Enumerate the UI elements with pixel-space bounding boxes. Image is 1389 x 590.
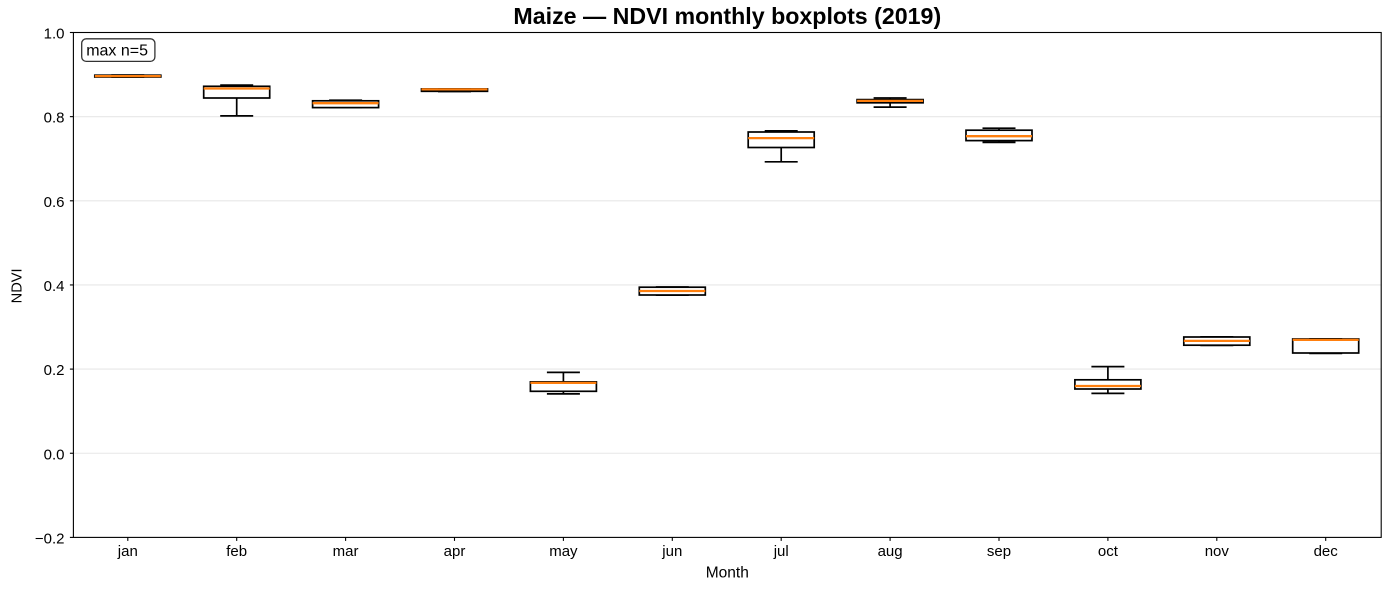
svg-text:Maize — NDVI monthly boxplots: Maize — NDVI monthly boxplots (2019) xyxy=(513,3,941,29)
svg-text:0.8: 0.8 xyxy=(44,110,65,127)
svg-text:jul: jul xyxy=(773,543,789,560)
svg-text:1.0: 1.0 xyxy=(44,26,65,43)
svg-text:nov: nov xyxy=(1205,543,1230,560)
svg-text:0.2: 0.2 xyxy=(44,362,65,379)
svg-text:jan: jan xyxy=(117,543,138,560)
svg-text:feb: feb xyxy=(226,543,247,560)
svg-text:aug: aug xyxy=(878,543,903,560)
svg-text:Month: Month xyxy=(706,565,749,582)
svg-text:0.0: 0.0 xyxy=(44,446,65,463)
svg-text:NDVI: NDVI xyxy=(9,268,25,303)
svg-text:may: may xyxy=(549,543,578,560)
svg-text:0.4: 0.4 xyxy=(44,278,65,295)
svg-text:−0.2: −0.2 xyxy=(35,530,65,547)
svg-text:sep: sep xyxy=(987,543,1011,560)
svg-text:dec: dec xyxy=(1314,543,1339,560)
svg-text:mar: mar xyxy=(333,543,359,560)
svg-text:max n=5: max n=5 xyxy=(86,42,148,59)
svg-text:oct: oct xyxy=(1098,543,1119,560)
svg-text:apr: apr xyxy=(444,543,466,560)
svg-text:0.6: 0.6 xyxy=(44,194,65,211)
svg-text:jun: jun xyxy=(661,543,682,560)
